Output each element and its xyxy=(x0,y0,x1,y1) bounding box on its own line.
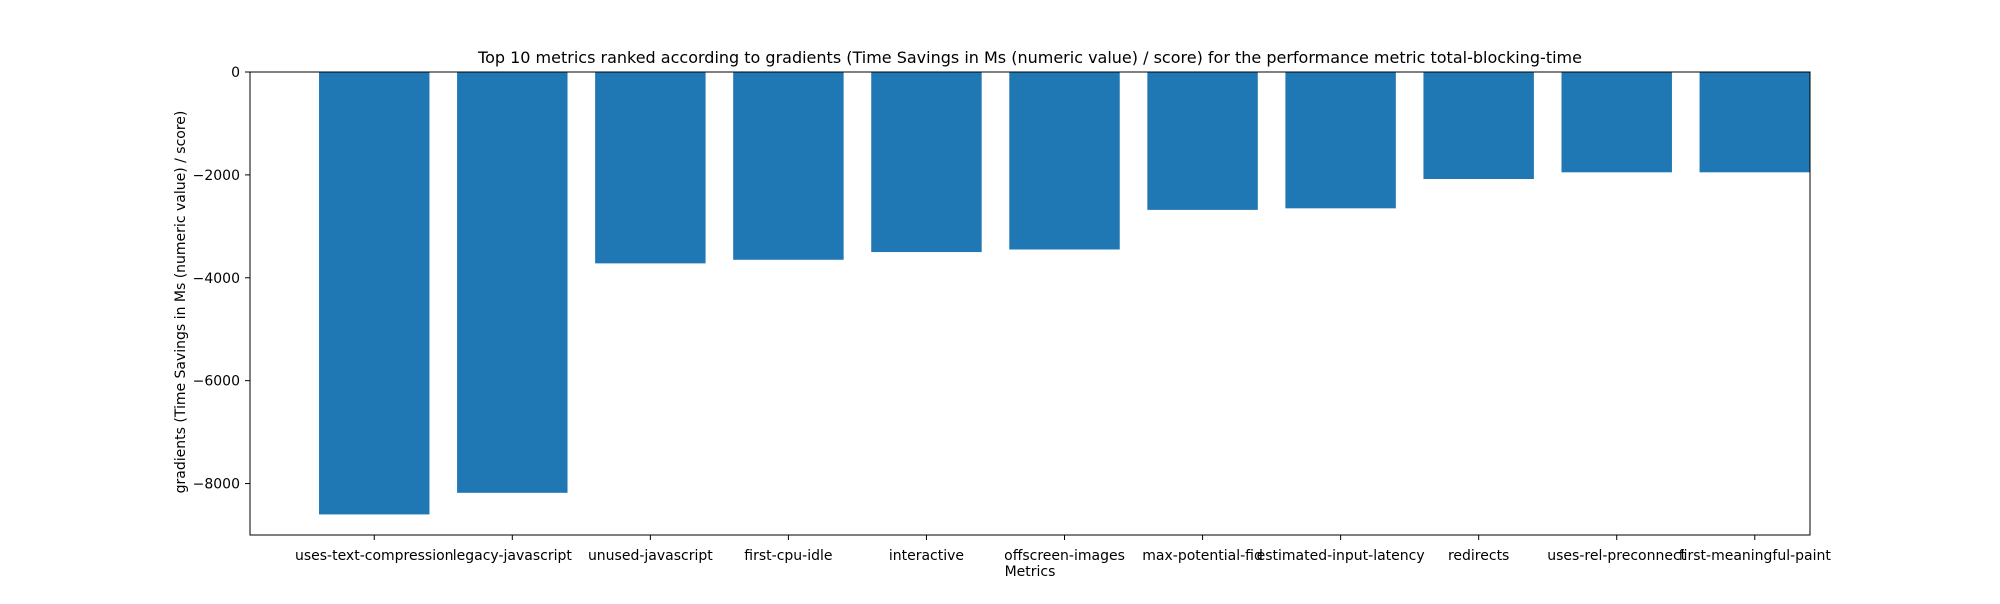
bar-interactive xyxy=(871,72,982,253)
bar-uses-rel-preconnect xyxy=(1561,72,1672,173)
x-tick-label: max-potential-fid xyxy=(1142,548,1263,564)
plot-frame xyxy=(249,71,1811,536)
x-tick-label: unused-javascript xyxy=(588,548,713,564)
x-tick-label: uses-rel-preconnect xyxy=(1547,548,1686,564)
x-tick-label: first-meaningful-paint xyxy=(1679,548,1832,564)
y-axis-label: gradients (Time Savings in Ms (numeric v… xyxy=(173,111,189,494)
x-tick-label: uses-text-compression xyxy=(295,548,454,564)
x-tick-label: legacy-javascript xyxy=(453,548,573,564)
y-tick-label: −6000 xyxy=(193,374,240,390)
x-tick-label: first-cpu-idle xyxy=(744,548,832,564)
x-tick-label: interactive xyxy=(889,548,964,564)
x-tick-label: offscreen-images xyxy=(1004,548,1125,564)
bars-layer xyxy=(319,72,1810,515)
y-axis: 0 −2000 −4000 −6000 −8000 xyxy=(193,65,250,493)
y-tick-label: −4000 xyxy=(193,271,240,287)
x-tick-label: estimated-input-latency xyxy=(1257,548,1425,564)
bar-unused-javascript xyxy=(595,72,706,264)
bar-redirects xyxy=(1423,72,1534,180)
y-tick-label: −8000 xyxy=(193,477,240,493)
x-axis-label: Metrics xyxy=(1005,564,1056,580)
bar-max-potential-fid xyxy=(1147,72,1258,210)
bar-uses-text-compression xyxy=(319,72,430,515)
bar-estimated-input-latency xyxy=(1285,72,1396,209)
bar-first-meaningful-paint xyxy=(1699,72,1810,173)
y-tick-label: 0 xyxy=(231,65,240,81)
chart-title: Top 10 metrics ranked according to gradi… xyxy=(477,48,1582,67)
bar-first-cpu-idle xyxy=(733,72,844,260)
bar-offscreen-images xyxy=(1009,72,1120,250)
y-tick-label: −2000 xyxy=(193,168,240,184)
x-axis: uses-text-compression legacy-javascript un… xyxy=(295,535,1831,564)
x-tick-label: redirects xyxy=(1448,548,1509,564)
bar-legacy-javascript xyxy=(457,72,568,493)
